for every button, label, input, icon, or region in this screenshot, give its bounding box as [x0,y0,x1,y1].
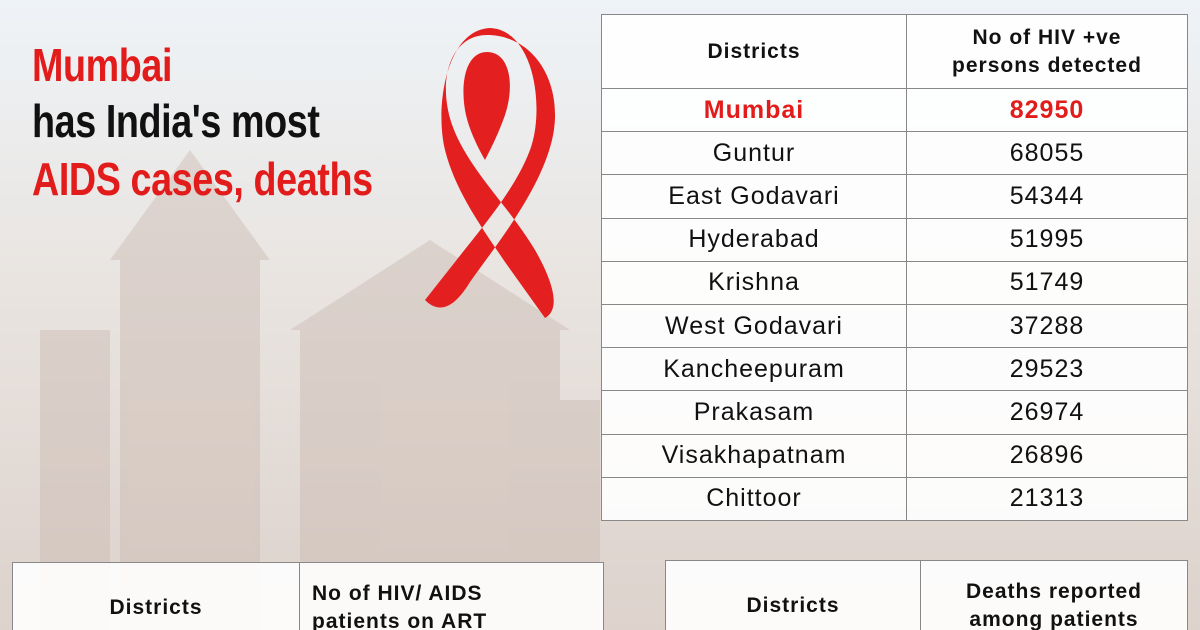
district-cell: Kancheepuram [601,347,907,392]
header-text: No of HIV +ve [972,26,1122,50]
header-text: among patients [969,607,1139,630]
headline: has India's most [32,95,320,147]
ribbon-icon [425,28,556,318]
count-cell: 68055 [906,131,1188,176]
count-cell: 82950 [906,87,1188,133]
count-cell: 26974 [906,390,1188,435]
header-cell: No of HIV +ve persons detected [906,14,1188,89]
table: Districts Deaths reported among patients [665,560,1188,630]
table-row: Prakasam 26974 [601,390,1188,435]
table-row: West Godavari 37288 [601,303,1188,349]
district-cell: West Godavari [601,303,907,349]
district-cell: Visakhapatnam [601,433,907,478]
header-text: No of HIV/ AIDS [312,582,483,606]
header-cell: Districts [12,562,300,630]
count-cell: 26896 [906,433,1188,478]
headline: Mumbai [32,39,173,91]
district-cell: Prakasam [601,390,907,435]
header-text: persons detected [952,53,1142,77]
table-row: Mumbai 82950 [601,87,1188,133]
district-cell: Hyderabad [601,217,907,262]
header-cell: Districts [601,14,907,89]
header-row: Districts No of HIV/ AIDS patients on ART [12,562,604,630]
district-cell: Chittoor [601,476,907,521]
table-row: Hyderabad 51995 [601,217,1188,262]
header-text: patients on ART [312,609,488,630]
table-row: East Godavari 54344 [601,174,1188,219]
header-cell: Districts [665,560,921,630]
table-row: Visakhapatnam 26896 [601,433,1188,478]
count-cell: 37288 [906,303,1188,349]
header-text: Deaths reported [965,580,1143,604]
table: Districts No of HIV/ AIDS patients on ART [12,562,604,630]
count-cell: 51995 [906,217,1188,262]
district-cell: Guntur [601,131,907,176]
header-row: Districts Deaths reported among patients [665,560,1188,630]
table-row: Kancheepuram 29523 [601,347,1188,392]
headline: AIDS cases, deaths [32,153,373,205]
header-cell: No of HIV/ AIDS patients on ART [299,562,604,630]
count-cell: 51749 [906,260,1188,305]
count-cell: 29523 [906,347,1188,392]
district-cell: Mumbai [601,87,907,133]
count-cell: 21313 [906,476,1188,521]
district-cell: East Godavari [601,174,907,219]
header-cell: Deaths reported among patients [920,560,1188,630]
count-cell: 54344 [906,174,1188,219]
table-row: Guntur 68055 [601,131,1188,176]
table-row: Krishna 51749 [601,260,1188,305]
header-row: Districts No of HIV +ve persons detected [601,14,1188,89]
table: Districts No of HIV +ve persons detected … [601,14,1188,521]
district-cell: Krishna [601,260,907,305]
table-row: Chittoor 21313 [601,476,1188,521]
